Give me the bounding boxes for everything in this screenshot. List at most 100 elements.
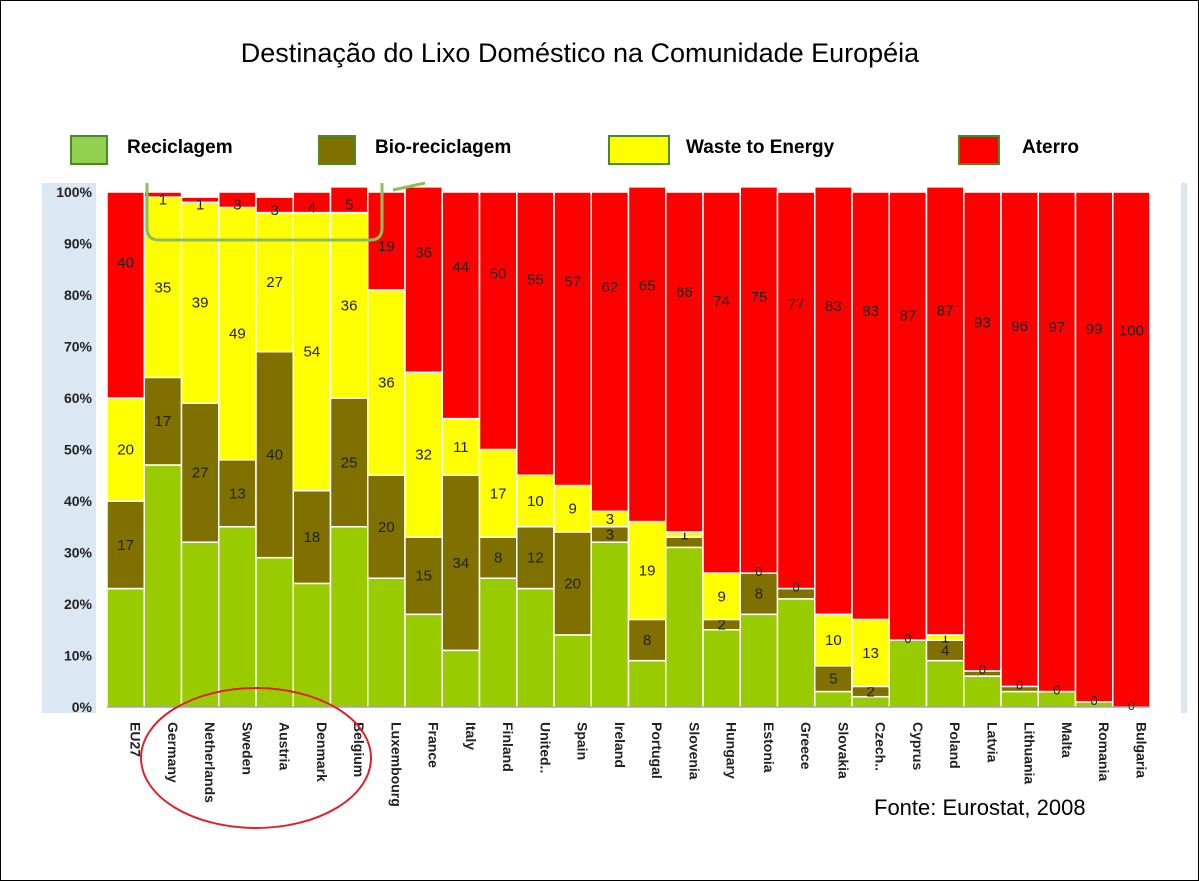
bar-segment-aterro [1074,191,1114,703]
bar-segment-bio-reciclagem [255,350,294,559]
data-label: 3 [233,197,241,214]
data-label: 27 [192,465,209,482]
bar-segment-reciclagem [665,546,704,708]
bar-segment-bio-reciclagem [143,376,183,466]
bar-segment-aterro [1112,191,1151,708]
bar-segment-aterro [106,191,145,399]
highlight-bracket [145,183,384,242]
bar-segment-aterro [925,186,965,636]
data-label: 100 [1119,322,1144,339]
bar-segment-reciclagem [404,613,443,708]
highlight-ellipse [140,687,372,829]
data-label: 4 [941,642,949,659]
chart-title: Destinação do Lixo Doméstico na Comunida… [240,38,920,68]
small-data-label: 0 [755,564,762,579]
x-category-label: Romania [1096,722,1112,781]
bar-segment-reciclagem [702,629,741,708]
data-label: 20 [564,575,581,592]
y-tick-label: 80% [64,287,93,303]
x-category-label: Cyprus [910,722,926,770]
x-category-label: Latvia [984,722,1000,763]
small-data-label: 0 [979,662,986,677]
bar-segment-bio-reciclagem [814,665,853,693]
data-label: 18 [304,529,321,546]
x-category-label: Spain [575,722,591,760]
bar-segment-reciclagem [925,659,965,708]
data-label: 13 [862,645,879,662]
bar-segment-waste-to-energy [702,572,741,621]
bar-segment-reciclagem [441,649,481,708]
data-label: 9 [568,501,576,518]
bar-segment-aterro [1037,191,1077,693]
small-data-label: 0 [904,631,911,646]
legend-swatch-reciclagem [70,135,108,165]
x-category-label: EU27 [128,722,144,757]
data-label: 83 [825,298,842,315]
data-label: 2 [717,617,725,634]
x-category-label: France [426,722,442,768]
bar-segment-bio-reciclagem [329,397,369,528]
bar-segment-aterro [590,191,630,513]
data-label: 87 [900,308,917,325]
bar-segment-waste-to-energy [292,211,332,492]
data-label: 96 [1011,318,1028,335]
legend-label-bio-reciclagem: Bio-reciclagem [375,137,512,158]
x-category-label: Bulgaria [1133,722,1149,778]
y-tick-label: 50% [64,442,93,458]
data-label: 10 [527,493,544,510]
data-label: 1 [680,526,688,543]
data-label: 75 [751,289,768,306]
legend-swatch-aterro [958,135,1000,165]
bar-segment-aterro [776,191,816,590]
bar-segment-reciclagem [963,675,1002,708]
bar-segment-waste-to-energy [851,618,890,688]
legend-label-waste-to-energy: Waste to Energy [686,137,835,158]
data-label: 93 [974,314,991,331]
x-category-label: Austria [277,722,293,770]
data-label: 19 [639,563,656,580]
bar-segment-reciclagem [255,556,294,708]
bar-segment-bio-reciclagem [180,402,220,543]
small-data-label: 0 [1091,693,1098,708]
x-category-label: Italy [463,722,479,750]
bar-segment-waste-to-energy [627,520,667,621]
bar-segment-aterro [739,186,779,574]
bar-segment-waste-to-energy [478,448,518,538]
bar-segment-aterro [665,191,704,533]
x-category-label: Poland [947,722,963,769]
data-label: 17 [490,485,507,502]
x-category-label: Greece [798,722,814,770]
y-tick-label: 20% [64,596,93,612]
data-label: 3 [606,526,614,543]
x-category-label: Denmark [314,722,330,782]
bar-segment-aterro [441,191,481,420]
y-tick-label: 70% [64,339,93,355]
bar-segment-reciclagem [329,526,369,708]
data-label: 35 [155,279,172,296]
bar-segment-waste-to-energy [516,474,555,528]
x-category-label: Lithuania [1022,722,1038,784]
bar-segment-bio-reciclagem [292,489,332,585]
bar-segment-aterro [1000,191,1039,688]
data-label: 19 [378,238,395,255]
data-label: 36 [378,375,395,392]
legend-label-reciclagem: Reciclagem [127,137,233,158]
y-tick-label: 60% [64,390,93,406]
data-label: 40 [266,447,283,464]
data-label: 1 [159,192,167,209]
data-label: 2 [866,684,874,701]
x-category-label: Belgium [351,722,367,777]
small-data-label: 0 [793,580,800,595]
data-label: 5 [345,197,353,214]
data-label: 8 [755,586,763,603]
bar-segment-aterro [553,191,592,487]
data-label: 83 [862,303,879,320]
bar-segment-reciclagem [516,587,555,708]
small-data-label: 0 [1053,683,1060,698]
bar-segment-reciclagem [367,577,406,708]
data-label: 55 [527,271,544,288]
bar-segment-bio-reciclagem [404,536,443,616]
bar-segment-aterro [702,191,741,574]
bar-segment-reciclagem [1000,690,1039,708]
data-label: 12 [527,550,544,567]
